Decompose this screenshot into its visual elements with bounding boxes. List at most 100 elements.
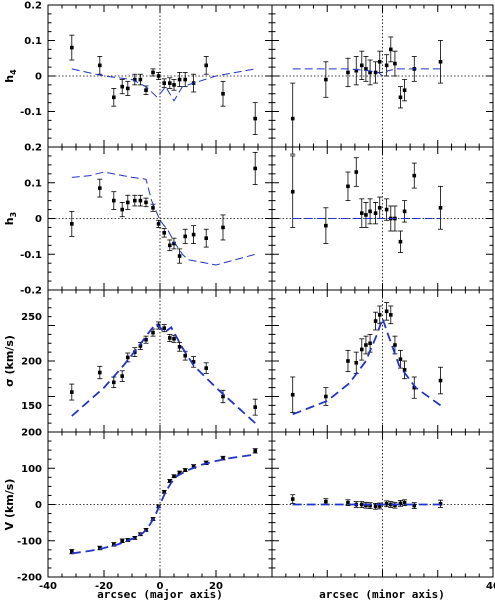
data-marker: [398, 357, 403, 362]
data-marker: [177, 345, 182, 349]
data-marker: [290, 392, 295, 397]
data-point: [137, 73, 143, 86]
data-point: [182, 468, 188, 472]
data-marker: [359, 211, 364, 215]
data-marker: [191, 232, 196, 237]
data-marker: [70, 549, 74, 554]
data-point: [377, 196, 383, 219]
data-marker: [368, 503, 372, 508]
data-marker: [126, 86, 130, 91]
data-marker: [183, 468, 187, 472]
data-marker: [377, 313, 382, 317]
data-point: [363, 335, 369, 355]
data-point: [119, 79, 125, 95]
data-point: [119, 202, 125, 218]
data-marker: [204, 63, 208, 68]
y-axis-label-main: σ (km/s): [3, 335, 16, 387]
y-tick-label: 0: [35, 72, 42, 83]
data-point: [402, 79, 408, 102]
data-point: [97, 178, 103, 198]
data-point: [171, 79, 177, 91]
data-marker: [373, 504, 378, 509]
data-marker: [112, 95, 116, 100]
y-tick-label: -0.2: [20, 286, 42, 297]
data-point: [69, 383, 75, 401]
data-marker: [346, 70, 350, 75]
data-marker: [253, 166, 257, 171]
data-marker: [156, 74, 161, 78]
x-label-minor-axis: arcsec (minor axis): [319, 588, 445, 601]
data-point: [161, 228, 167, 238]
data-point: [388, 305, 394, 325]
data-point: [345, 171, 351, 202]
data-point: [167, 333, 173, 342]
x-tick-label: 40: [486, 581, 495, 592]
data-point: [397, 349, 403, 369]
data-marker: [377, 205, 382, 210]
data-marker: [120, 538, 124, 543]
data-point: [411, 376, 417, 399]
data-point: [203, 228, 209, 248]
y-axis-label-main: V (km/s): [3, 479, 16, 531]
data-marker: [359, 502, 364, 507]
data-marker: [191, 464, 196, 469]
data-marker: [364, 67, 368, 71]
data-point: [177, 341, 183, 352]
data-marker: [151, 70, 155, 75]
data-point: [182, 228, 188, 244]
data-point: [367, 502, 373, 509]
data-point: [384, 302, 390, 321]
data-marker: [388, 313, 393, 317]
data-point: [384, 500, 390, 508]
data-marker: [290, 189, 295, 194]
data-marker: [138, 77, 143, 82]
data-point: [377, 50, 383, 73]
data-marker: [373, 211, 378, 215]
data-marker: [402, 88, 407, 92]
data-marker: [384, 309, 389, 314]
data-marker: [162, 231, 166, 235]
data-marker: [253, 405, 257, 409]
data-point: [402, 499, 408, 506]
data-marker: [138, 344, 143, 348]
data-marker: [133, 536, 137, 540]
data-marker: [384, 207, 389, 212]
data-marker: [393, 343, 397, 347]
data-marker: [384, 63, 389, 68]
data-marker: [393, 61, 397, 66]
y-axis-label: h3: [3, 212, 18, 225]
data-point: [125, 80, 131, 96]
data-marker: [368, 70, 372, 75]
data-marker: [70, 222, 74, 226]
y-tick-label: -200: [17, 573, 42, 584]
y-axis-label: σ (km/s): [3, 335, 16, 387]
y-tick-label: 0: [35, 500, 42, 511]
y-axis-label-main: h: [3, 75, 16, 83]
y-tick-label: 0.1: [24, 178, 42, 189]
data-marker: [364, 213, 368, 217]
data-marker: [168, 479, 172, 483]
panel-h3_minor: [271, 146, 494, 291]
data-point: [143, 335, 149, 344]
data-marker: [377, 504, 382, 508]
data-marker: [204, 366, 208, 370]
data-marker: [438, 60, 443, 64]
data-point: [377, 305, 383, 325]
data-marker: [120, 84, 124, 89]
panel-sigma_major: 250 200 150 σ (km/s): [3, 289, 273, 433]
data-point: [132, 194, 138, 207]
data-point: [220, 80, 226, 107]
data-point: [373, 61, 379, 84]
data-marker: [172, 241, 176, 246]
x-tick-label: -40: [39, 581, 57, 592]
data-point: [367, 198, 373, 225]
data-point: [353, 351, 359, 374]
data-marker: [412, 173, 417, 178]
data-marker: [346, 500, 350, 505]
panel-h4_minor: [271, 4, 494, 155]
data-point: [359, 501, 365, 508]
data-marker: [70, 45, 74, 50]
data-marker: [191, 360, 196, 364]
data-point: [384, 54, 390, 77]
